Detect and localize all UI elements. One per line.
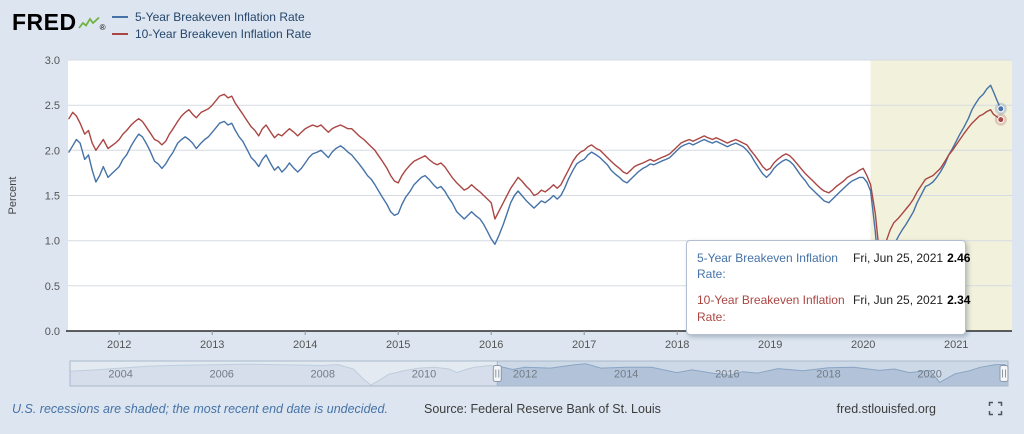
- y-axis-label: 0.0: [45, 326, 60, 338]
- legend-line-sample-red: [112, 32, 128, 35]
- main-chart[interactable]: 2012 2013 2014 2015 2016 2017 2018 2019 2020 2021…: [0, 54, 1024, 396]
- x-axis-label: 2016: [479, 339, 503, 351]
- x-axis-label: 2021: [944, 339, 968, 351]
- y-axis-label: 0.5: [45, 281, 60, 293]
- series-line-10-year[interactable]: [68, 93, 1002, 280]
- chart-legend: 5-Year Breakeven Inflation Rate 10-Year …: [112, 8, 311, 42]
- tooltip-series-label: 5-Year Breakeven Inflation Rate:: [697, 251, 838, 282]
- legend-label-5-year: 5-Year Breakeven Inflation Rate: [135, 9, 305, 24]
- tooltip-date: Fri, Jun 25, 2021: [853, 251, 944, 265]
- tooltip-value: Fri, Jun 25, 2021 2.46: [853, 250, 970, 282]
- legend-item-5-year: 5-Year Breakeven Inflation Rate: [112, 8, 311, 25]
- tooltip-value: Fri, Jun 25, 2021 2.34: [853, 292, 970, 324]
- y-axis-title: Percent: [7, 177, 19, 215]
- slider-year-label: 2010: [412, 369, 436, 381]
- recession-note: U.S. recessions are shaded; the most rec…: [12, 402, 388, 416]
- slider-year-label: 2020: [917, 369, 941, 381]
- slider-year-label: 2004: [108, 369, 132, 381]
- x-axis-label: 2014: [293, 339, 317, 351]
- tooltip-row-5-year: 5-Year Breakeven Inflation Rate: Fri, Ju…: [697, 250, 970, 282]
- tooltip-number: 2.34: [947, 293, 971, 308]
- slider-year-label: 2014: [614, 369, 638, 381]
- chart-header: FRED ® 5-Year Breakeven Inflation Rate 10…: [0, 0, 1024, 54]
- slider-year-label: 2016: [715, 369, 739, 381]
- series-line-5-year[interactable]: [68, 84, 1002, 310]
- x-axis-label: 2012: [107, 339, 131, 351]
- range-slider-area: [70, 363, 1008, 386]
- y-axis-label: 1.0: [45, 236, 60, 248]
- y-axis-label: 2.5: [45, 100, 60, 112]
- slider-year-label: 2008: [311, 369, 335, 381]
- registered-mark: ®: [99, 23, 106, 32]
- fred-logo-text: FRED: [12, 9, 77, 35]
- slider-year-label: 2012: [513, 369, 537, 381]
- y-axis-label: 3.0: [45, 55, 60, 67]
- slider-right-handle[interactable]: [999, 365, 1009, 382]
- x-axis-label: 2015: [386, 339, 410, 351]
- x-axis-label: 2017: [572, 339, 596, 351]
- tooltip-number: 2.46: [947, 251, 971, 265]
- chart-tooltip: 5-Year Breakeven Inflation Rate: Fri, Ju…: [686, 240, 970, 335]
- tooltip-series-label: 10-Year Breakeven Inflation Rate:: [697, 293, 845, 324]
- series-end-marker-5-year: [997, 105, 1005, 113]
- x-axis-label: 2019: [758, 339, 782, 351]
- x-axis-label: 2018: [665, 339, 689, 351]
- fullscreen-icon[interactable]: [988, 401, 1003, 416]
- tooltip-date: Fri, Jun 25, 2021: [853, 293, 944, 308]
- legend-label-10-year: 10-Year Breakeven Inflation Rate: [135, 26, 312, 41]
- x-axis-label: 2020: [851, 339, 875, 351]
- series-end-marker-10-year: [997, 116, 1005, 124]
- fred-site-link[interactable]: fred.stlouisfed.org: [836, 402, 936, 416]
- x-axis-label: 2013: [200, 339, 224, 351]
- range-slider-unselected-left: [70, 361, 498, 386]
- slider-year-label: 2018: [816, 369, 840, 381]
- tooltip-row-10-year: 10-Year Breakeven Inflation Rate: Fri, J…: [697, 292, 970, 324]
- source-link[interactable]: Source: Federal Reserve Bank of St. Loui…: [424, 402, 661, 416]
- slider-left-handle[interactable]: [492, 365, 502, 382]
- y-axis-label: 1.5: [45, 191, 60, 203]
- fred-logo[interactable]: FRED ®: [12, 9, 106, 36]
- legend-item-10-year: 10-Year Breakeven Inflation Rate: [112, 25, 311, 42]
- y-axis-label: 2.0: [45, 145, 60, 157]
- slider-year-label: 2006: [209, 369, 233, 381]
- legend-line-sample-blue: [112, 15, 128, 18]
- fred-logo-sparkline-icon: [77, 16, 100, 29]
